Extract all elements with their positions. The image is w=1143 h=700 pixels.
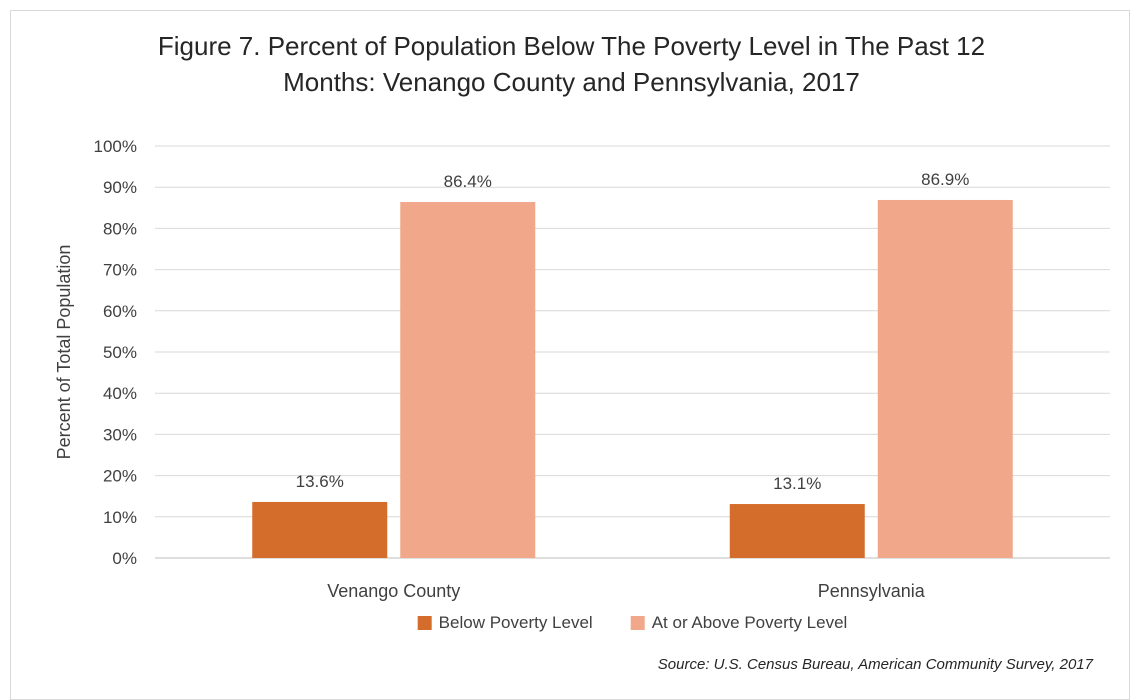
y-tick-label: 70% — [103, 261, 137, 280]
x-tick-label: Venango County — [327, 581, 460, 601]
bar-at-or-above-poverty-1 — [877, 199, 1013, 559]
y-tick-label: 20% — [103, 467, 137, 486]
legend-label: Below Poverty Level — [439, 613, 593, 632]
data-label: 13.1% — [773, 474, 821, 493]
data-label: 86.9% — [921, 170, 969, 189]
y-tick-label: 80% — [103, 219, 137, 238]
y-axis-label: Percent of Total Population — [54, 245, 74, 460]
chart-title-line-1: Figure 7. Percent of Population Below Th… — [157, 31, 986, 61]
data-label: 13.6% — [296, 472, 344, 491]
bar-chart: 0% 10% 20% 30% 40% 50% 60% 70% 80% 90% 100% Percent… — [54, 137, 1110, 632]
legend-swatch-below-poverty — [417, 616, 432, 630]
y-tick-label: 60% — [103, 302, 137, 321]
y-tick-label: 0% — [112, 549, 137, 568]
y-tick-label: 10% — [103, 508, 137, 527]
legend-swatch-at-or-above-poverty — [630, 616, 645, 630]
source-note: Source: U.S. Census Bureau, American Com… — [657, 656, 1093, 673]
data-label: 86.4% — [444, 172, 492, 191]
bar-at-or-above-poverty-0 — [400, 202, 536, 559]
y-tick-label: 30% — [103, 425, 137, 444]
y-tick-label: 100% — [94, 137, 137, 156]
bar-below-poverty-1 — [729, 504, 865, 558]
bar-below-poverty-0 — [252, 501, 388, 558]
chart-title-line-2: Months: Venango County and Pennsylvania,… — [283, 67, 860, 97]
x-tick-label: Pennsylvania — [818, 581, 926, 601]
y-tick-label: 40% — [103, 384, 137, 403]
y-tick-label: 90% — [103, 178, 137, 197]
legend-label: At or Above Poverty Level — [652, 613, 848, 632]
y-tick-label: 50% — [103, 343, 137, 362]
